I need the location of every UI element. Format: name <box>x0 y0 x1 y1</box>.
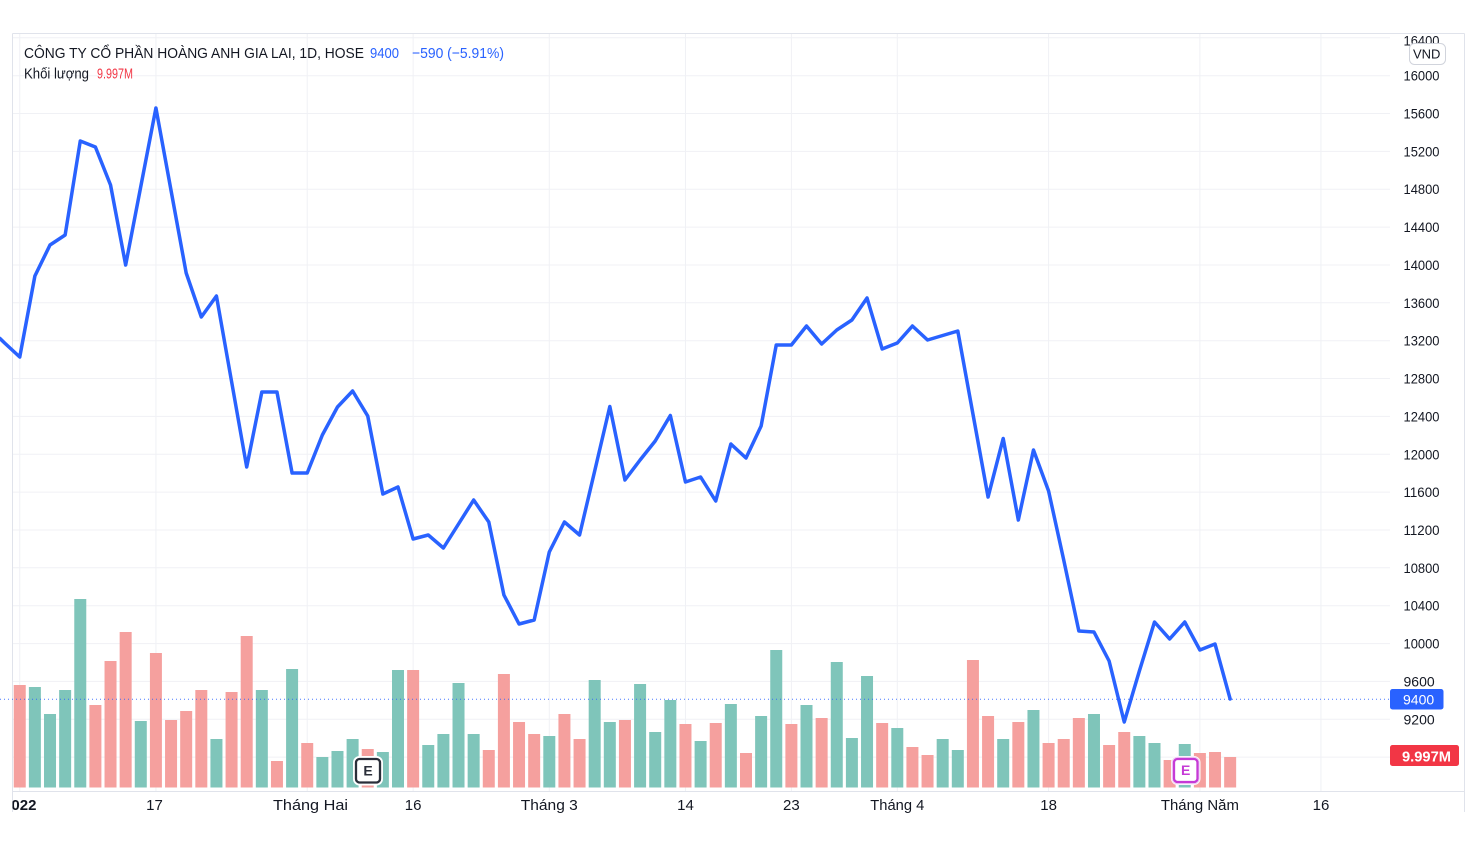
svg-text:2022: 2022 <box>3 797 36 814</box>
svg-text:9.997M: 9.997M <box>1402 749 1451 766</box>
svg-text:17: 17 <box>146 797 163 814</box>
svg-text:15200: 15200 <box>1404 143 1440 159</box>
svg-text:Tháng Năm: Tháng Năm <box>1161 797 1239 814</box>
svg-text:Khối lượng: Khối lượng <box>24 66 89 83</box>
svg-text:E: E <box>1181 762 1190 778</box>
svg-text:10800: 10800 <box>1404 560 1440 576</box>
svg-text:12000: 12000 <box>1404 446 1440 462</box>
svg-text:11600: 11600 <box>1404 484 1440 500</box>
svg-text:9400: 9400 <box>370 45 399 62</box>
svg-text:16000: 16000 <box>1404 68 1440 84</box>
svg-text:15600: 15600 <box>1404 106 1440 122</box>
svg-text:14: 14 <box>677 797 694 814</box>
svg-text:9400: 9400 <box>1403 692 1434 708</box>
svg-text:11200: 11200 <box>1404 522 1440 538</box>
svg-text:18: 18 <box>1040 797 1057 814</box>
svg-text:9.997M: 9.997M <box>97 66 133 83</box>
svg-text:Tháng 4: Tháng 4 <box>870 797 924 814</box>
svg-text:14400: 14400 <box>1404 219 1440 235</box>
svg-text:10400: 10400 <box>1404 598 1440 614</box>
svg-text:Tháng 3: Tháng 3 <box>521 797 578 814</box>
svg-text:14800: 14800 <box>1404 181 1440 197</box>
svg-text:9600: 9600 <box>1404 673 1435 689</box>
svg-text:10000: 10000 <box>1404 636 1440 652</box>
svg-text:16: 16 <box>1313 797 1330 814</box>
svg-text:23: 23 <box>783 797 800 814</box>
svg-text:16: 16 <box>405 797 422 814</box>
svg-text:−590 (−5.91%): −590 (−5.91%) <box>412 45 504 62</box>
svg-text:VND: VND <box>1413 47 1440 62</box>
svg-text:E: E <box>363 763 372 779</box>
svg-text:13600: 13600 <box>1404 295 1440 311</box>
svg-text:14000: 14000 <box>1404 257 1440 273</box>
svg-text:9200: 9200 <box>1404 711 1435 727</box>
svg-text:CÔNG TY CỔ PHẦN HOÀNG ANH GIA: CÔNG TY CỔ PHẦN HOÀNG ANH GIA LAI, 1D, H… <box>24 44 364 62</box>
svg-text:12800: 12800 <box>1404 371 1440 387</box>
svg-text:13200: 13200 <box>1404 333 1440 349</box>
svg-text:Tháng Hai: Tháng Hai <box>273 797 348 814</box>
svg-text:12400: 12400 <box>1404 408 1440 424</box>
